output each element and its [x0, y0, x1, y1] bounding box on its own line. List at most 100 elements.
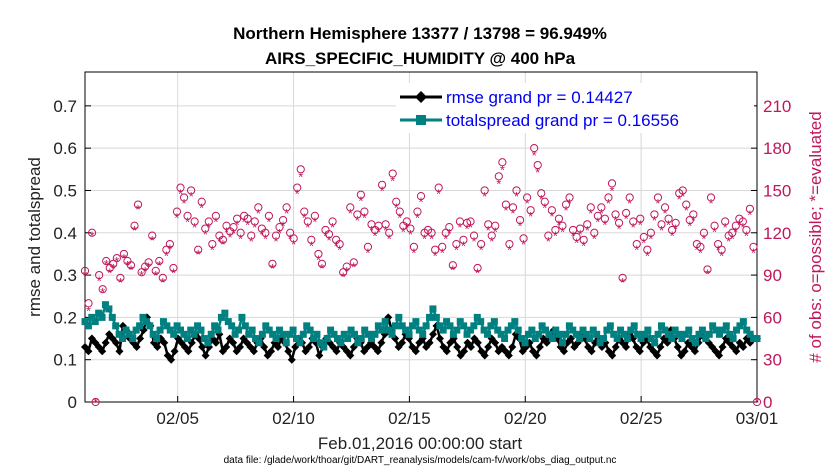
- obs-possible-point: [583, 220, 592, 229]
- totalspread-point: [606, 322, 614, 330]
- obs-possible-point: [346, 203, 355, 212]
- totalspread-point: [565, 322, 573, 330]
- totalspread-point: [647, 335, 655, 343]
- totalspread-point: [545, 330, 553, 338]
- legend-rmse-marker: [415, 91, 427, 103]
- obs-possible-point: [261, 228, 270, 237]
- totalspread-point: [204, 339, 212, 347]
- totalspread-point: [439, 326, 447, 334]
- obs-evaluated-point: *: [178, 186, 183, 201]
- totalspread-point: [340, 330, 348, 338]
- obs-evaluated-point: *: [609, 183, 614, 198]
- totalspread-point: [95, 309, 103, 317]
- obs-possible-point: [363, 242, 373, 251]
- rmse-point: [480, 351, 489, 360]
- obs-evaluated-point: *: [670, 229, 675, 244]
- obs-possible-point: [597, 203, 606, 212]
- obs-evaluated-point: *: [599, 206, 604, 221]
- obs-evaluated-point: *: [369, 223, 374, 238]
- totalspread-point: [579, 326, 587, 334]
- rmse-point: [201, 351, 210, 360]
- right-tick-label: 210: [763, 97, 791, 116]
- totalspread-point: [627, 326, 635, 334]
- obs-possible-point: [307, 235, 316, 244]
- obs-possible-point: [657, 220, 666, 229]
- obs-evaluated-point: *: [440, 246, 445, 261]
- obs-evaluated-point: *: [281, 219, 286, 234]
- obs-evaluated-point: *: [588, 206, 593, 221]
- totalspread-point: [159, 318, 167, 326]
- obs-evaluated-point: *: [192, 220, 197, 235]
- legend-rmse-label: rmse grand pr = 0.14427: [446, 88, 633, 107]
- obs-possible-point: [664, 214, 673, 223]
- obs-possible-point: [706, 193, 716, 202]
- totalspread-point: [712, 326, 720, 334]
- rmse-point: [653, 351, 662, 360]
- totalspread-point: [296, 339, 304, 347]
- left-axis-ticks: 0 0.1 0.2 0.3 0.4 0.5 0.6 0.7: [53, 97, 91, 412]
- obs-evaluated-point: *: [150, 233, 155, 248]
- obs-possible-point: [87, 228, 97, 237]
- rmse-point: [211, 338, 220, 347]
- obs-evaluated-point: *: [507, 243, 512, 258]
- obs-evaluated-point: *: [663, 206, 668, 221]
- totalspread-point: [460, 322, 468, 330]
- rmse-point: [160, 338, 169, 347]
- rmse-point: [673, 343, 682, 351]
- totalspread-point: [211, 322, 219, 330]
- totalspread-point: [722, 322, 730, 330]
- obs-possible-point: [268, 259, 277, 268]
- obs-evaluated-point: *: [157, 258, 162, 273]
- obs-possible-point: [98, 285, 107, 294]
- totalspread-point: [743, 326, 751, 334]
- obs-evaluated-point: *: [754, 395, 759, 410]
- obs-possible-point: [211, 211, 220, 220]
- totalspread-point: [313, 330, 321, 338]
- x-axis-ticks: 02/05 02/10 02/15 02/20 02/25 03/01: [156, 396, 778, 428]
- plot-frame: [84, 71, 758, 403]
- x-axis-label: Feb.01,2016 00:00:00 start: [318, 434, 522, 453]
- left-tick-label: 0.5: [53, 181, 77, 200]
- obs-possible-point: [544, 231, 553, 240]
- totalspread-point: [398, 322, 406, 330]
- legend-spread-marker: [416, 115, 426, 125]
- left-tick-label: 0.1: [53, 351, 77, 370]
- obs-evaluated-point: *: [97, 274, 102, 289]
- obs-possible-point: [179, 193, 189, 202]
- obs-possible-point: [119, 249, 129, 259]
- obs-possible-point: [130, 221, 139, 230]
- totalspread-point: [228, 322, 236, 330]
- totalspread-point: [190, 330, 198, 338]
- rmse-point: [377, 338, 386, 347]
- obs-possible-point: [406, 224, 415, 233]
- totalspread-point: [480, 326, 488, 334]
- obs-possible-point: [561, 200, 571, 209]
- obs-evaluated-point: *: [461, 238, 466, 253]
- totalspread-point: [231, 330, 239, 338]
- obs-possible-point: [328, 217, 337, 226]
- totalspread-point: [221, 309, 229, 317]
- totalspread-point: [422, 322, 430, 330]
- obs-evaluated-point: *: [464, 222, 469, 237]
- totalspread-point: [224, 318, 232, 326]
- obs-evaluated-point: *: [733, 224, 738, 239]
- rmse-point: [236, 343, 245, 351]
- totalspread-point: [388, 330, 396, 338]
- obs-possible-point: [80, 266, 90, 275]
- obs-evaluated-point: *: [457, 220, 462, 235]
- obs-possible-point: [187, 186, 196, 195]
- totalspread-point: [419, 330, 427, 338]
- obs-possible-point: [512, 186, 521, 195]
- obs-possible-point: [554, 214, 564, 223]
- totalspread-point: [729, 335, 737, 343]
- totalspread-point: [596, 339, 604, 347]
- obs-possible-point: [194, 245, 203, 254]
- obs-evaluated-point: *: [90, 229, 95, 244]
- obs-possible-point: [515, 215, 525, 225]
- obs-evaluated-point: *: [436, 186, 441, 201]
- obs-possible-point: [622, 208, 631, 218]
- rmse-point: [346, 351, 355, 360]
- obs-possible-point: [671, 218, 680, 227]
- obs-evaluated-point: *: [245, 217, 250, 232]
- rmse-point: [101, 338, 110, 347]
